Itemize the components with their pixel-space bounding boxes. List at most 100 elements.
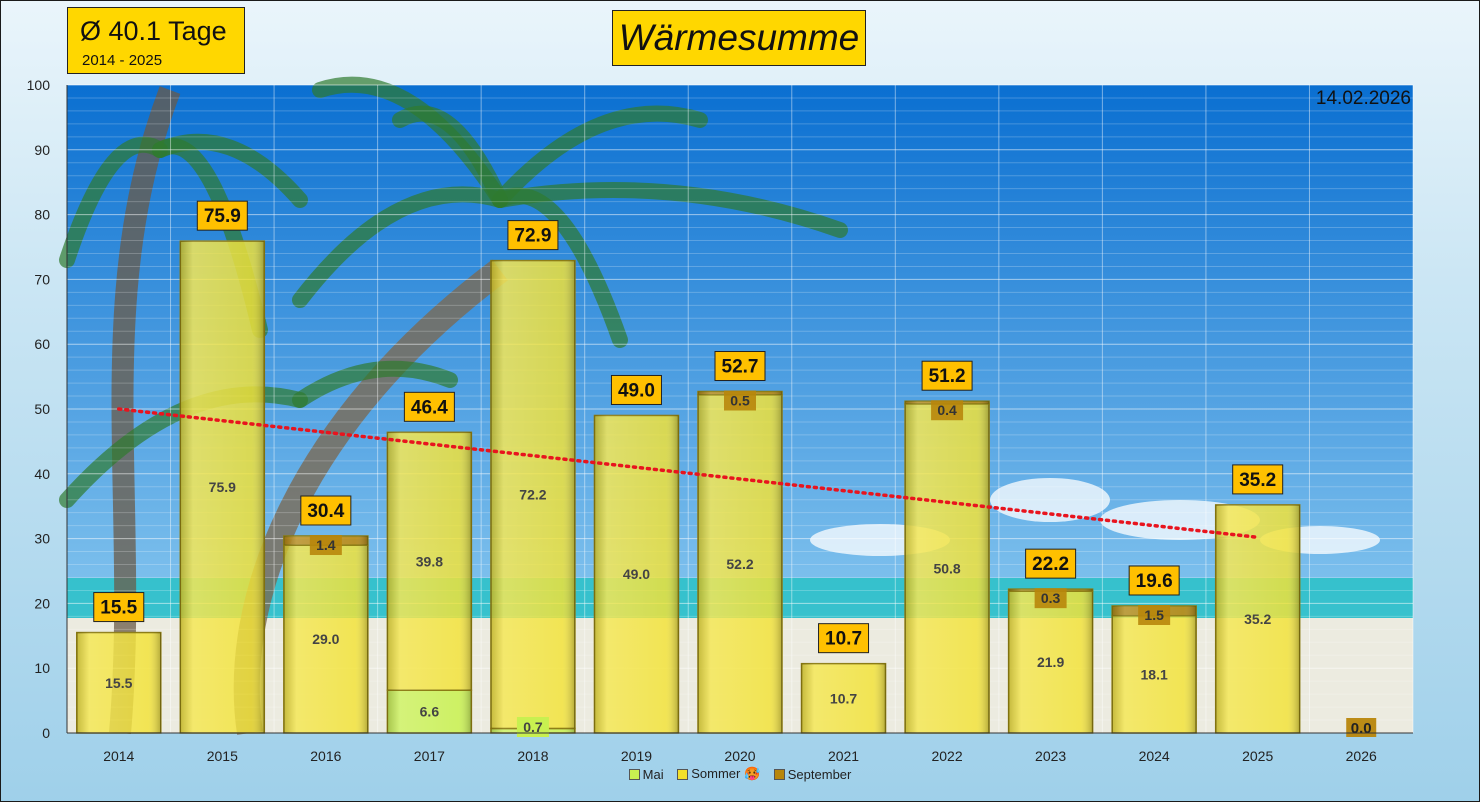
legend-label-mai: Mai <box>642 766 664 782</box>
x-tick-label: 2026 <box>1346 748 1377 764</box>
bar-shine <box>1008 591 1093 733</box>
data-label-sommer: 49.0 <box>623 566 650 582</box>
data-label-box-september <box>1034 588 1067 609</box>
legend-item-mai: Mai <box>628 766 664 782</box>
data-label-sommer: 75.9 <box>209 479 236 495</box>
data-label-box-september <box>724 390 756 411</box>
bar-shine <box>1215 504 1300 733</box>
legend-swatch-mai <box>628 768 640 780</box>
data-label-total: 52.7 <box>722 357 759 378</box>
legend-swatch-september <box>773 768 785 780</box>
data-label-sommer: 21.9 <box>1037 654 1064 670</box>
legend-label-sommer: Sommer 🥵 <box>691 766 761 781</box>
data-label-sommer: 39.8 <box>416 553 443 569</box>
trendline-dotted <box>117 407 1260 540</box>
y-tick-label: 70 <box>34 271 50 287</box>
bar-shine <box>801 663 886 733</box>
data-label-sommer: 29.0 <box>312 631 339 647</box>
y-tick-label: 10 <box>34 660 50 676</box>
palm-frond <box>292 186 508 308</box>
data-label-sommer: 50.8 <box>933 560 960 576</box>
bar-shine <box>1112 615 1197 733</box>
data-label-sommer: 15.5 <box>105 675 132 691</box>
palm-frond <box>492 105 708 208</box>
y-tick-label: 40 <box>34 466 50 482</box>
x-tick-label: 2019 <box>621 748 652 764</box>
data-label-september: 0.3 <box>1041 590 1061 606</box>
trendline <box>117 407 1260 540</box>
x-tick-label: 2018 <box>517 748 548 764</box>
x-tick-label: 2016 <box>310 748 341 764</box>
legend-item-sommer: Sommer 🥵 <box>677 766 760 782</box>
date-label: 14.02.2026 <box>1316 88 1411 109</box>
data-label-total: 72.9 <box>514 226 551 247</box>
data-label-september: 1.5 <box>1144 607 1164 623</box>
data-label-box-total <box>1232 464 1284 495</box>
palm-frond <box>392 105 508 208</box>
x-tick-label: 2023 <box>1035 748 1066 764</box>
data-label-box-total <box>196 200 248 231</box>
y-tick-label: 80 <box>34 207 50 223</box>
data-label-box-total <box>1025 548 1077 579</box>
data-label-box-total <box>1346 718 1377 737</box>
data-label-box-september <box>309 535 342 556</box>
data-label-box-total <box>93 592 145 623</box>
data-label-box-total <box>818 623 870 654</box>
data-label-box-september <box>1138 604 1171 625</box>
average-range: 2014 - 2025 <box>82 52 163 69</box>
data-label-mai: 6.6 <box>420 704 440 720</box>
data-label-mai: 0.7 <box>523 719 543 735</box>
data-label-sommer: 52.2 <box>726 556 753 572</box>
data-label-total: 10.7 <box>825 629 862 650</box>
data-label-box-september <box>931 400 964 421</box>
data-label-box-total <box>403 391 455 422</box>
data-label-total: 35.2 <box>1239 470 1276 491</box>
data-label-september: 0.5 <box>730 393 750 409</box>
data-label-total: 0.0 <box>1351 720 1372 737</box>
data-label-box-total <box>507 220 559 251</box>
x-tick-label: 2014 <box>103 748 134 764</box>
y-tick-label: 0 <box>42 725 50 741</box>
y-tick-label: 30 <box>34 531 50 547</box>
data-labels: 15.5 15.5 75.9 75.9 29.0 1.4 30.4 39.8 6.6 46.4 72… <box>93 200 1377 737</box>
cloud <box>990 478 1110 522</box>
x-tick-label: 2024 <box>1139 748 1170 764</box>
y-tick-label: 100 <box>27 77 51 93</box>
palm-frond <box>492 182 848 238</box>
average-box: Ø 40.1 Tage 2014 - 2025 <box>67 7 245 74</box>
x-tick-label: 2020 <box>724 748 755 764</box>
axes: 0 10 20 30 40 50 60 70 80 90 100 2014 2015 2016 2017 20… <box>27 77 1413 764</box>
palm-frond <box>492 187 628 348</box>
data-label-sommer: 72.2 <box>519 487 546 503</box>
bar-shine <box>76 632 161 733</box>
data-label-box-total <box>1128 565 1180 596</box>
bar-shine <box>905 403 990 733</box>
x-tick-label: 2025 <box>1242 748 1273 764</box>
data-label-box-total <box>610 374 662 405</box>
data-label-total: 15.5 <box>100 598 137 619</box>
data-label-total: 75.9 <box>204 206 241 227</box>
data-label-box-mai <box>516 717 549 737</box>
palm-frond <box>292 360 458 408</box>
data-label-box-total <box>714 351 766 382</box>
x-tick-label: 2022 <box>931 748 962 764</box>
data-label-total: 30.4 <box>307 501 344 522</box>
bar-shine <box>490 260 575 729</box>
legend-item-september: September <box>773 767 851 782</box>
palm-frond <box>59 136 168 268</box>
data-label-sommer: 18.1 <box>1141 666 1168 682</box>
data-label-sommer: 35.2 <box>1244 611 1271 627</box>
data-label-box-total <box>921 360 973 391</box>
legend-swatch-sommer <box>677 768 689 780</box>
data-label-total: 46.4 <box>411 397 448 418</box>
x-tick-label: 2015 <box>207 748 238 764</box>
data-label-total: 19.6 <box>1136 571 1173 592</box>
y-tick-label: 50 <box>34 401 50 417</box>
legend: Mai Sommer 🥵 September <box>0 766 1480 783</box>
x-tick-label: 2021 <box>828 748 859 764</box>
bar-shine <box>387 432 472 691</box>
data-label-total: 51.2 <box>929 366 966 387</box>
chart-title: Wärmesumme <box>612 10 866 66</box>
data-label-total: 22.2 <box>1032 554 1069 575</box>
